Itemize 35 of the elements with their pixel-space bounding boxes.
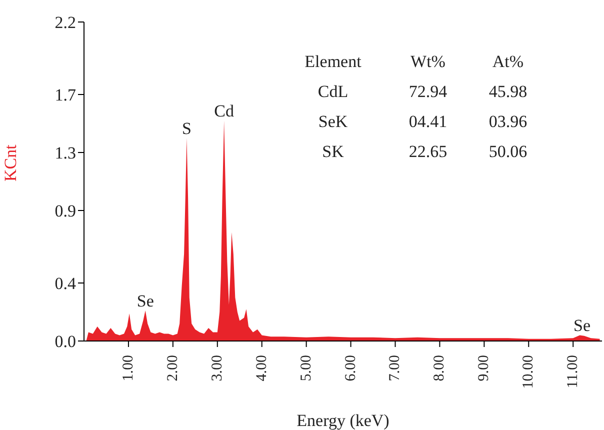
x-tick-label: 11.00 — [565, 355, 582, 388]
annotation: 03.96 — [488, 112, 528, 132]
annotation: CdL — [316, 82, 350, 102]
annotation: SK — [321, 142, 345, 162]
annotation: Wt% — [410, 52, 446, 72]
y-tick-label: 0.4 — [54, 274, 76, 294]
x-tick-label: 5.00 — [298, 355, 314, 382]
annotation: 22.65 — [408, 142, 448, 162]
y-tick-label: 0.0 — [54, 332, 76, 352]
annotation: At% — [491, 52, 525, 72]
annotation: 04.41 — [408, 112, 448, 132]
x-tick-label: 2.00 — [164, 355, 181, 382]
x-tick-label: 7.00 — [387, 355, 404, 382]
x-tick-label: 9.00 — [476, 355, 492, 382]
annotation: Se — [136, 292, 154, 311]
y-tick-label: 1.7 — [54, 86, 76, 105]
y-tick-label: 0.9 — [54, 202, 76, 221]
annotation: SeK — [317, 112, 349, 132]
x-tick-label: 8.00 — [432, 355, 448, 382]
annotation: S — [182, 119, 192, 138]
annotation: 45.98 — [488, 82, 528, 102]
x-axis-title: Energy (keV) — [296, 411, 390, 430]
x-tick-label: 3.00 — [209, 355, 226, 382]
x-tick-label: 1.00 — [120, 355, 136, 382]
annotation: 50.06 — [488, 142, 528, 162]
x-tick-label: 10.00 — [520, 355, 537, 389]
y-axis-title: KCnt — [1, 144, 20, 182]
annotation: Se — [573, 316, 590, 336]
x-tick-label: 4.00 — [254, 355, 270, 382]
annotation: Cd — [214, 102, 234, 121]
annotation: Element — [304, 52, 362, 72]
x-tick-label: 6.00 — [342, 355, 359, 382]
y-tick-label: 1.3 — [54, 144, 76, 163]
y-tick-label: 2.2 — [54, 13, 76, 32]
annotation: 72.94 — [408, 82, 448, 102]
